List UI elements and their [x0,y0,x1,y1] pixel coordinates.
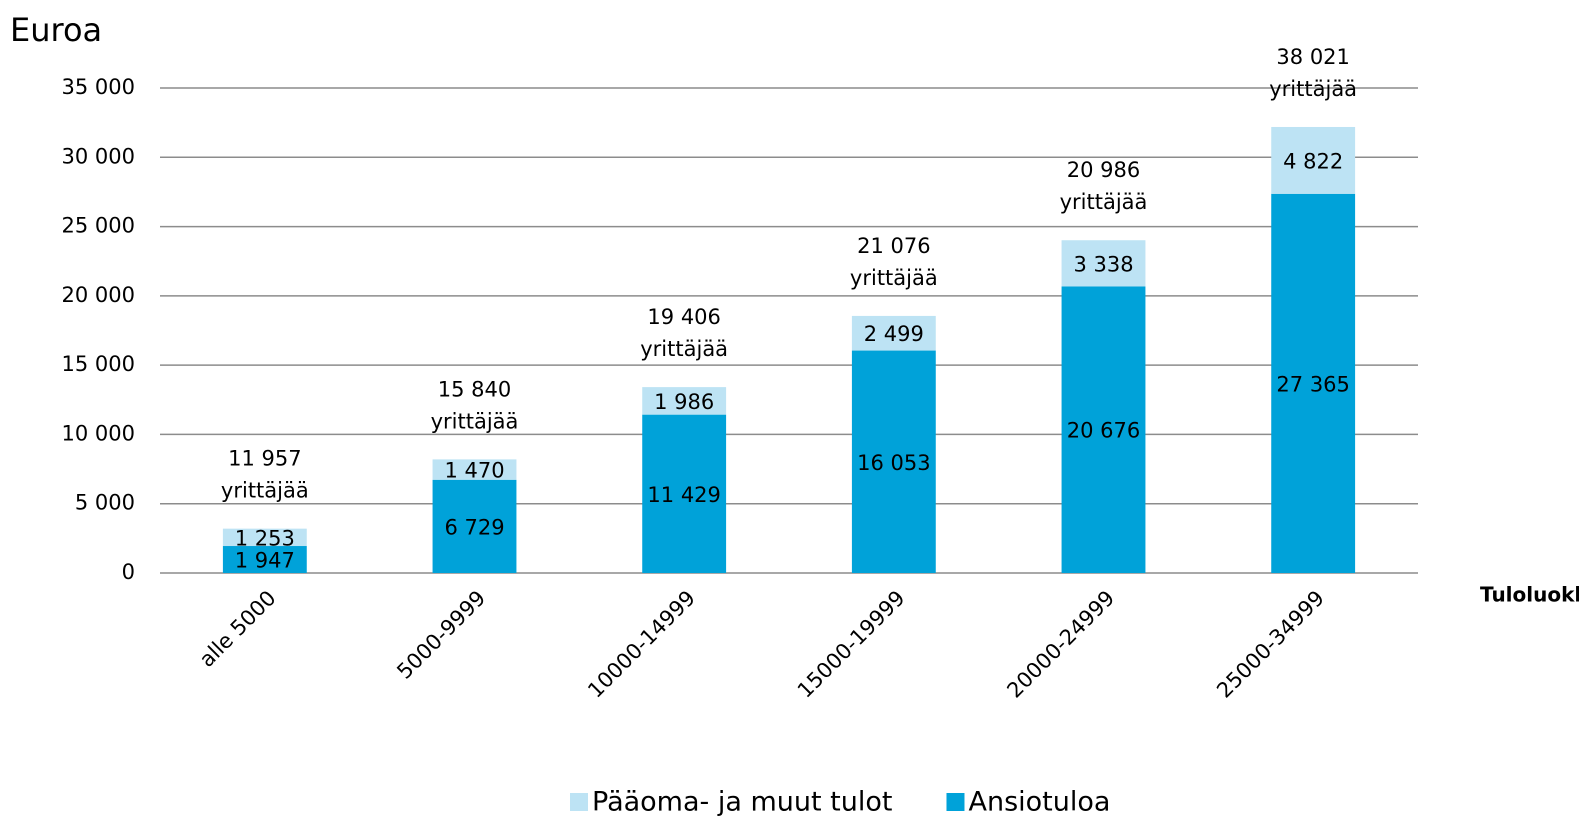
bar-annotation: yrittäjää [431,409,519,433]
value-label: 1 470 [444,459,504,483]
value-label: 1 986 [654,390,714,414]
bar-segment [432,479,517,573]
bar-segment [1271,193,1356,573]
x-tick-label: 15000-19999 [793,586,910,703]
bar-segment [851,315,936,351]
y-tick-label: 0 [122,560,135,584]
x-tick-label: 20000-24999 [1002,586,1119,703]
value-label: 1 947 [235,549,295,573]
value-label: 4 822 [1283,149,1343,173]
value-label: 2 499 [864,322,924,346]
bar-annotation: 19 406 [647,305,720,329]
bar-segment [642,387,727,415]
value-label: 20 676 [1067,419,1140,443]
bar-annotation: 11 957 [228,447,301,471]
legend-swatch [570,793,588,811]
bar-annotation: yrittäjää [221,479,309,503]
bar-annotation: 38 021 [1276,45,1349,69]
bar-segment [1061,286,1146,573]
bar-segment [432,459,517,480]
y-tick-label: 25 000 [62,214,135,238]
y-tick-label: 15 000 [62,352,135,376]
bar-annotation: yrittäjää [850,266,938,290]
bar-annotation: yrittäjää [640,337,728,361]
x-axis-label: Tuloluokka [1480,583,1579,607]
bar-segment [222,546,307,573]
legend-swatch [946,793,965,811]
y-tick-label: 20 000 [62,283,135,307]
x-tick-label: 5000-9999 [392,586,490,684]
bar-annotation: yrittäjää [1269,77,1357,101]
x-tick-label: alle 5000 [195,586,281,672]
bar-annotation: 21 076 [857,234,930,258]
legend-label: Ansiotuloa [968,787,1110,818]
bar-segment [1061,240,1146,287]
bar-annotation: 15 840 [438,377,511,401]
legend-label: Pääoma- ja muut tulot [592,787,892,818]
y-tick-label: 30 000 [62,144,135,168]
y-tick-label: 10 000 [62,421,135,445]
bar-segment [642,414,727,573]
value-label: 16 053 [857,451,930,475]
x-tick-label: 25000-34999 [1212,586,1329,703]
value-label: 11 429 [647,483,720,507]
bar-segment [1271,126,1356,194]
y-tick-label: 5 000 [75,491,135,515]
value-label: 1 253 [235,526,295,550]
value-label: 3 338 [1073,252,1133,276]
bar-segment [851,350,936,573]
value-label: 27 365 [1276,372,1349,396]
bar-annotation: 20 986 [1067,158,1140,182]
y-axis-label: Euroa [10,11,102,49]
bar-annotation: yrittäjää [1060,190,1148,214]
bar-segment [222,528,307,547]
value-label: 6 729 [444,515,504,539]
y-tick-label: 35 000 [62,75,135,99]
x-tick-label: 10000-14999 [583,586,700,703]
